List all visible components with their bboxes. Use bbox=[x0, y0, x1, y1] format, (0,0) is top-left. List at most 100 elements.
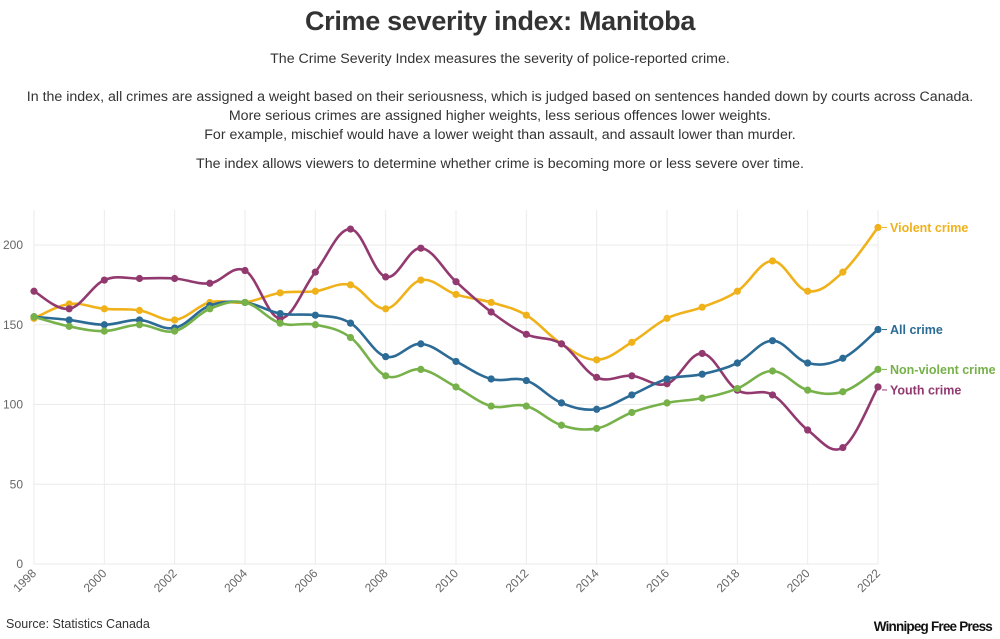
data-point bbox=[557, 340, 566, 348]
data-point bbox=[382, 353, 390, 361]
data-point bbox=[100, 305, 108, 313]
data-point bbox=[206, 279, 214, 287]
data-point bbox=[522, 376, 530, 385]
y-tick-label: 200 bbox=[3, 238, 23, 252]
data-point bbox=[804, 426, 812, 434]
description-line: For example, mischief would have a lower… bbox=[204, 127, 796, 143]
data-point bbox=[593, 356, 601, 364]
data-point bbox=[100, 321, 108, 329]
data-point bbox=[65, 322, 73, 330]
data-point bbox=[135, 306, 144, 314]
data-point bbox=[733, 359, 741, 367]
data-point bbox=[417, 276, 425, 284]
data-point bbox=[698, 349, 706, 358]
data-point bbox=[628, 338, 636, 346]
data-point bbox=[768, 391, 777, 399]
series-label-non-violent-crime: Non-violent crime bbox=[890, 363, 996, 377]
data-point bbox=[346, 281, 355, 289]
data-point bbox=[65, 316, 73, 324]
data-point bbox=[452, 383, 460, 391]
x-tick-label: 1998 bbox=[10, 566, 39, 595]
series-label-youth-crime: Youth crime bbox=[890, 383, 961, 397]
y-tick-label: 50 bbox=[10, 477, 24, 491]
data-point bbox=[804, 386, 812, 394]
description-line: In the index, all crimes are assigned a … bbox=[26, 89, 974, 105]
data-point bbox=[487, 402, 495, 410]
data-point bbox=[557, 399, 566, 407]
source-note: Source: Statistics Canada bbox=[6, 617, 150, 631]
x-tick-label: 2008 bbox=[362, 566, 391, 595]
x-tick-label: 2010 bbox=[432, 566, 461, 595]
chart-title: Crime severity index: Manitoba bbox=[304, 6, 696, 36]
data-point bbox=[663, 375, 671, 383]
series-label-violent-crime: Violent crime bbox=[890, 221, 968, 235]
data-point bbox=[452, 290, 460, 299]
data-point bbox=[100, 276, 108, 284]
data-point bbox=[663, 314, 671, 322]
x-tick-label: 2006 bbox=[292, 566, 321, 595]
data-point bbox=[417, 340, 425, 348]
data-point bbox=[487, 308, 495, 316]
description-weights: In the index, all crimes are assigned a … bbox=[0, 88, 1000, 145]
data-point bbox=[804, 287, 812, 295]
data-point bbox=[593, 405, 601, 413]
series-lines bbox=[30, 223, 882, 452]
data-point bbox=[874, 365, 882, 374]
line-chart: 0 50 100 150 200 1998 2000 2002 2004 2006 2008 201… bbox=[3, 210, 996, 595]
series-violent-crime bbox=[30, 223, 882, 364]
data-point bbox=[276, 319, 284, 327]
data-point bbox=[874, 383, 882, 391]
data-point bbox=[522, 330, 530, 338]
data-point bbox=[135, 274, 144, 283]
data-point bbox=[733, 287, 741, 295]
data-point bbox=[311, 311, 319, 319]
data-point bbox=[628, 391, 636, 399]
data-point bbox=[452, 357, 460, 366]
data-point bbox=[241, 298, 249, 307]
x-tick-label: 2000 bbox=[81, 566, 110, 595]
data-point bbox=[346, 225, 355, 233]
data-point bbox=[698, 370, 706, 378]
data-point bbox=[311, 287, 319, 295]
data-point bbox=[171, 316, 179, 324]
data-point bbox=[346, 319, 355, 327]
data-point bbox=[522, 402, 530, 410]
publisher-logo: Winnipeg Free Press bbox=[873, 619, 993, 634]
description-purpose: The index allows viewers to determine wh… bbox=[196, 156, 804, 172]
data-point bbox=[874, 325, 882, 334]
data-point bbox=[30, 313, 38, 321]
x-tick-label: 2012 bbox=[503, 566, 532, 595]
data-point bbox=[522, 311, 530, 319]
series-label-all-crime: All crime bbox=[890, 323, 943, 337]
data-point bbox=[276, 289, 284, 297]
data-point bbox=[839, 388, 847, 396]
data-point bbox=[698, 394, 706, 402]
data-point bbox=[839, 443, 847, 452]
data-point bbox=[593, 424, 601, 433]
data-point bbox=[382, 305, 390, 313]
x-tick-label: 2018 bbox=[714, 566, 743, 595]
data-point bbox=[241, 266, 249, 275]
data-point bbox=[768, 257, 777, 265]
data-point bbox=[65, 305, 73, 313]
data-point bbox=[171, 327, 179, 335]
series-non-violent-crime bbox=[30, 298, 882, 433]
x-tick-label: 2014 bbox=[573, 566, 602, 595]
data-point bbox=[593, 373, 601, 381]
data-point bbox=[874, 223, 882, 232]
y-axis: 0 50 100 150 200 bbox=[3, 238, 23, 571]
data-point bbox=[768, 367, 777, 375]
data-point bbox=[311, 268, 319, 276]
y-tick-label: 150 bbox=[3, 318, 23, 332]
data-point bbox=[804, 359, 812, 367]
data-point bbox=[733, 384, 741, 393]
x-tick-label: 2004 bbox=[221, 566, 250, 595]
data-point bbox=[311, 321, 319, 329]
description-line: More serious crimes are assigned higher … bbox=[228, 108, 772, 124]
data-point bbox=[100, 327, 108, 335]
data-point bbox=[557, 421, 566, 429]
data-point bbox=[171, 274, 179, 283]
data-point bbox=[276, 309, 284, 318]
x-tick-label: 2022 bbox=[854, 566, 883, 595]
x-tick-label: 2002 bbox=[151, 566, 180, 595]
